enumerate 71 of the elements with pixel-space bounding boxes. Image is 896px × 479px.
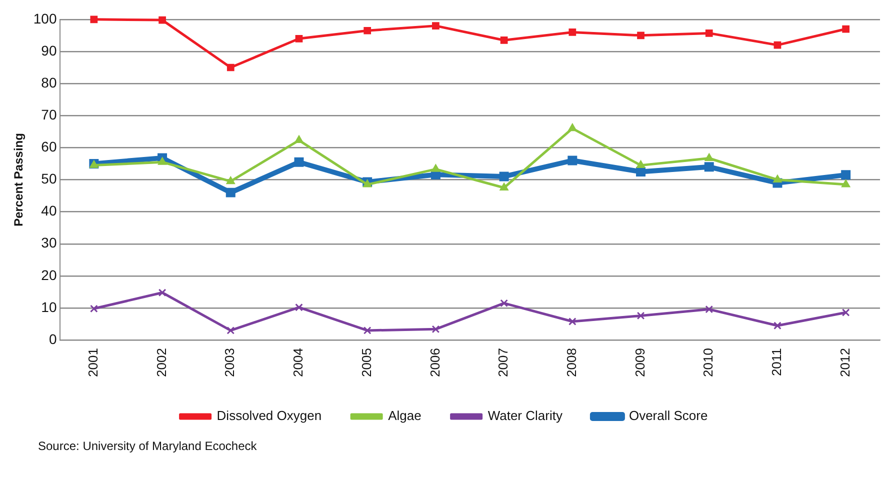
y-tick-label: 90 bbox=[41, 42, 57, 58]
point bbox=[226, 188, 236, 198]
source-note: Source: University of Maryland Ecocheck bbox=[37, 438, 258, 453]
point bbox=[568, 28, 576, 36]
point bbox=[842, 25, 850, 33]
point bbox=[842, 308, 850, 316]
x-tick-label: 2003 bbox=[222, 348, 238, 377]
point bbox=[568, 123, 577, 132]
point bbox=[90, 304, 98, 313]
point bbox=[432, 22, 440, 30]
point bbox=[295, 34, 303, 42]
point bbox=[637, 32, 644, 40]
y-tick-label: 100 bbox=[33, 10, 57, 26]
point bbox=[158, 16, 166, 24]
point bbox=[90, 16, 98, 24]
point bbox=[705, 305, 714, 314]
point bbox=[431, 164, 440, 172]
point bbox=[294, 135, 304, 144]
y-tick-label: 30 bbox=[41, 234, 57, 251]
legend-label: Water Clarity bbox=[488, 408, 563, 424]
point bbox=[158, 288, 166, 297]
point bbox=[568, 156, 578, 166]
point bbox=[841, 170, 851, 180]
x-tick-label: 2009 bbox=[632, 348, 648, 377]
point bbox=[499, 172, 509, 182]
point bbox=[774, 322, 782, 330]
legend-label: Overall Score bbox=[628, 408, 708, 424]
x-tick-label: 2010 bbox=[700, 348, 716, 377]
point bbox=[636, 160, 646, 168]
point bbox=[363, 326, 372, 334]
x-tick-label: 2004 bbox=[290, 348, 306, 377]
legend-label: Algae bbox=[388, 408, 422, 424]
y-tick-label: 60 bbox=[41, 138, 57, 155]
y-tick-label: 0 bbox=[48, 330, 57, 347]
y-tick-label: 20 bbox=[41, 266, 57, 283]
y-axis-title: Percent Passing bbox=[12, 133, 26, 226]
y-tick-label: 40 bbox=[41, 202, 57, 219]
point bbox=[364, 26, 372, 34]
legend-label: Dissolved Oxygen bbox=[216, 408, 322, 424]
y-tick-label: 50 bbox=[41, 170, 57, 187]
point bbox=[773, 174, 782, 182]
y-tick-label: 80 bbox=[41, 74, 57, 90]
point bbox=[294, 157, 304, 167]
point bbox=[362, 180, 372, 188]
point bbox=[774, 41, 782, 49]
point bbox=[226, 64, 234, 72]
point bbox=[226, 326, 235, 334]
x-tick-label: 2006 bbox=[427, 348, 442, 377]
y-tick-label: 70 bbox=[41, 106, 57, 122]
point bbox=[500, 182, 508, 191]
point bbox=[500, 36, 508, 44]
point bbox=[226, 176, 236, 184]
point bbox=[704, 153, 714, 162]
point bbox=[841, 180, 850, 188]
x-tick-label: 2008 bbox=[564, 348, 579, 377]
point bbox=[636, 166, 646, 176]
point bbox=[500, 299, 508, 308]
x-tick-label: 2007 bbox=[496, 348, 511, 377]
point bbox=[158, 157, 167, 165]
point bbox=[636, 312, 645, 320]
point bbox=[704, 162, 714, 172]
x-tick-label: 2001 bbox=[86, 348, 101, 377]
point bbox=[432, 325, 440, 334]
x-tick-label: 2005 bbox=[358, 348, 374, 377]
point bbox=[295, 303, 303, 312]
x-tick-label: 2012 bbox=[837, 348, 852, 377]
y-tick-label: 10 bbox=[41, 298, 57, 315]
x-tick-label: 2002 bbox=[154, 348, 169, 377]
point bbox=[568, 318, 576, 326]
x-tick-label: 2011 bbox=[769, 348, 784, 376]
point bbox=[705, 30, 713, 37]
